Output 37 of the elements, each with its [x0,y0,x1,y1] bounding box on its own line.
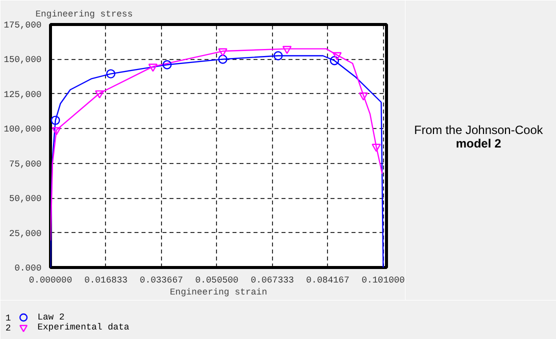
y-tick-label: 125,000 [4,90,42,100]
point [282,46,292,54]
text: 2 [6,324,11,334]
x-tick-label: 0.084167 [306,276,350,286]
point [162,60,172,70]
x-tick-label: 0.050500 [195,276,238,286]
text: From the Johnson-Cook [414,122,544,137]
y-tick-label: 25,000 [9,228,42,239]
text: 1 [6,314,11,324]
y-tick-label: 0.000 [14,264,42,274]
point [274,51,283,60]
text: model 2 [456,136,502,151]
point [218,54,228,64]
x-tick-label: 0.000000 [28,276,72,286]
point [148,64,158,72]
y-axis-title: Engineering stress [36,10,133,20]
point [372,144,381,152]
y-tick-label: 175,000 [4,20,42,30]
point [330,56,340,66]
x-tick-label: 0.067333 [250,276,294,286]
x-tick-label: 0.033667 [140,276,184,286]
point [218,48,228,56]
point [94,90,104,98]
x-tick-label: 0.016833 [84,276,128,286]
y-tick-label: 150,000 [4,55,42,66]
point [332,52,342,60]
point [106,69,116,78]
legend-label: Law 2 [38,312,65,322]
point [358,92,368,101]
y-tick-label: 50,000 [9,194,42,204]
x-tick-label: 0.101000 [362,276,405,286]
point [50,116,60,125]
legend-label: Experimental data [38,322,130,332]
y-tick-label: 100,000 [4,124,42,135]
x-axis-title: Engineering strain [170,288,268,298]
point [52,127,62,136]
y-tick-label: 75,000 [9,159,42,170]
